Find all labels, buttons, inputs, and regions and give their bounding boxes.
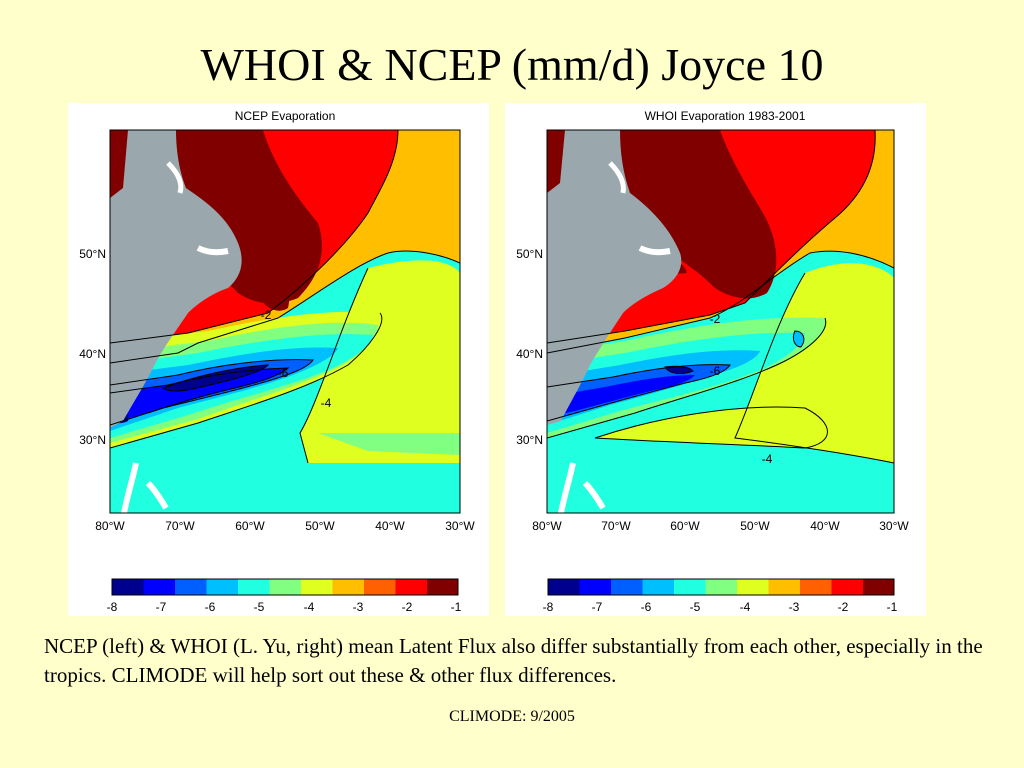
- colorbar-tick-label: -3: [353, 600, 364, 614]
- ncep-evaporation-field: [110, 130, 460, 513]
- ncep-evaporation-panel: NCEP Evaporation: [68, 103, 489, 616]
- lon-tick-label: 60°W: [235, 519, 265, 533]
- lat-tick-label: 40°N: [79, 347, 106, 361]
- slide-caption: NCEP (left) & WHOI (L. Yu, right) mean L…: [44, 634, 983, 687]
- colorbar-tick-label: -7: [156, 600, 167, 614]
- colorbar-tick-label: -4: [740, 600, 751, 614]
- slide-title: WHOI & NCEP (mm/d) Joyce 10: [200, 39, 824, 90]
- lon-tick-label: 40°W: [375, 519, 405, 533]
- lat-tick-label: 40°N: [516, 347, 543, 361]
- colorbar-tick-label: -3: [789, 600, 800, 614]
- contour-label: -4: [762, 452, 773, 466]
- lon-tick-label: 80°W: [532, 519, 562, 533]
- lat-tick-label: 30°N: [516, 433, 543, 447]
- lon-tick-label: 50°W: [305, 519, 335, 533]
- colorbar: [111, 578, 459, 596]
- lat-tick-label: 30°N: [79, 433, 106, 447]
- contour-label: -6: [278, 366, 289, 380]
- colorbar-tick-label: -7: [592, 600, 603, 614]
- map-title: NCEP Evaporation: [235, 109, 336, 123]
- colorbar-tick-label: -5: [690, 600, 701, 614]
- slide-footer: CLIMODE: 9/2005: [449, 708, 575, 725]
- lon-tick-label: 30°W: [879, 519, 909, 533]
- colorbar-tick-label: -4: [304, 600, 315, 614]
- colorbar: [547, 578, 895, 596]
- lon-tick-label: 70°W: [601, 519, 631, 533]
- colorbar-tick-label: -8: [543, 600, 554, 614]
- colorbar-tick-label: -2: [402, 600, 413, 614]
- colorbar-tick-label: -6: [641, 600, 652, 614]
- lon-tick-label: 30°W: [445, 519, 475, 533]
- colorbar-tick-label: -1: [451, 600, 462, 614]
- colorbar-tick-label: -5: [254, 600, 265, 614]
- map-title: WHOI Evaporation 1983-2001: [645, 109, 806, 123]
- colorbar-tick-label: -2: [838, 600, 849, 614]
- lon-tick-label: 50°W: [740, 519, 770, 533]
- contour-label: -2: [261, 308, 272, 322]
- whoi-map-figure: WHOI Evaporation 1983-2001: [516, 109, 909, 614]
- lat-tick-label: 50°N: [516, 247, 543, 261]
- contour-label: -4: [321, 396, 332, 410]
- lon-tick-label: 60°W: [670, 519, 700, 533]
- whoi-evaporation-field: [547, 130, 894, 513]
- lat-tick-label: 50°N: [79, 247, 106, 261]
- colorbar-tick-label: -1: [887, 600, 898, 614]
- whoi-evaporation-panel: WHOI Evaporation 1983-2001: [505, 103, 926, 616]
- ncep-map-figure: NCEP Evaporation: [79, 109, 475, 614]
- lon-tick-label: 80°W: [95, 519, 125, 533]
- contour-label: -6: [710, 364, 721, 378]
- contour-label: -2: [710, 312, 721, 326]
- lon-tick-label: 40°W: [810, 519, 840, 533]
- lon-tick-label: 70°W: [165, 519, 195, 533]
- colorbar-tick-label: -6: [205, 600, 216, 614]
- colorbar-tick-label: -8: [107, 600, 118, 614]
